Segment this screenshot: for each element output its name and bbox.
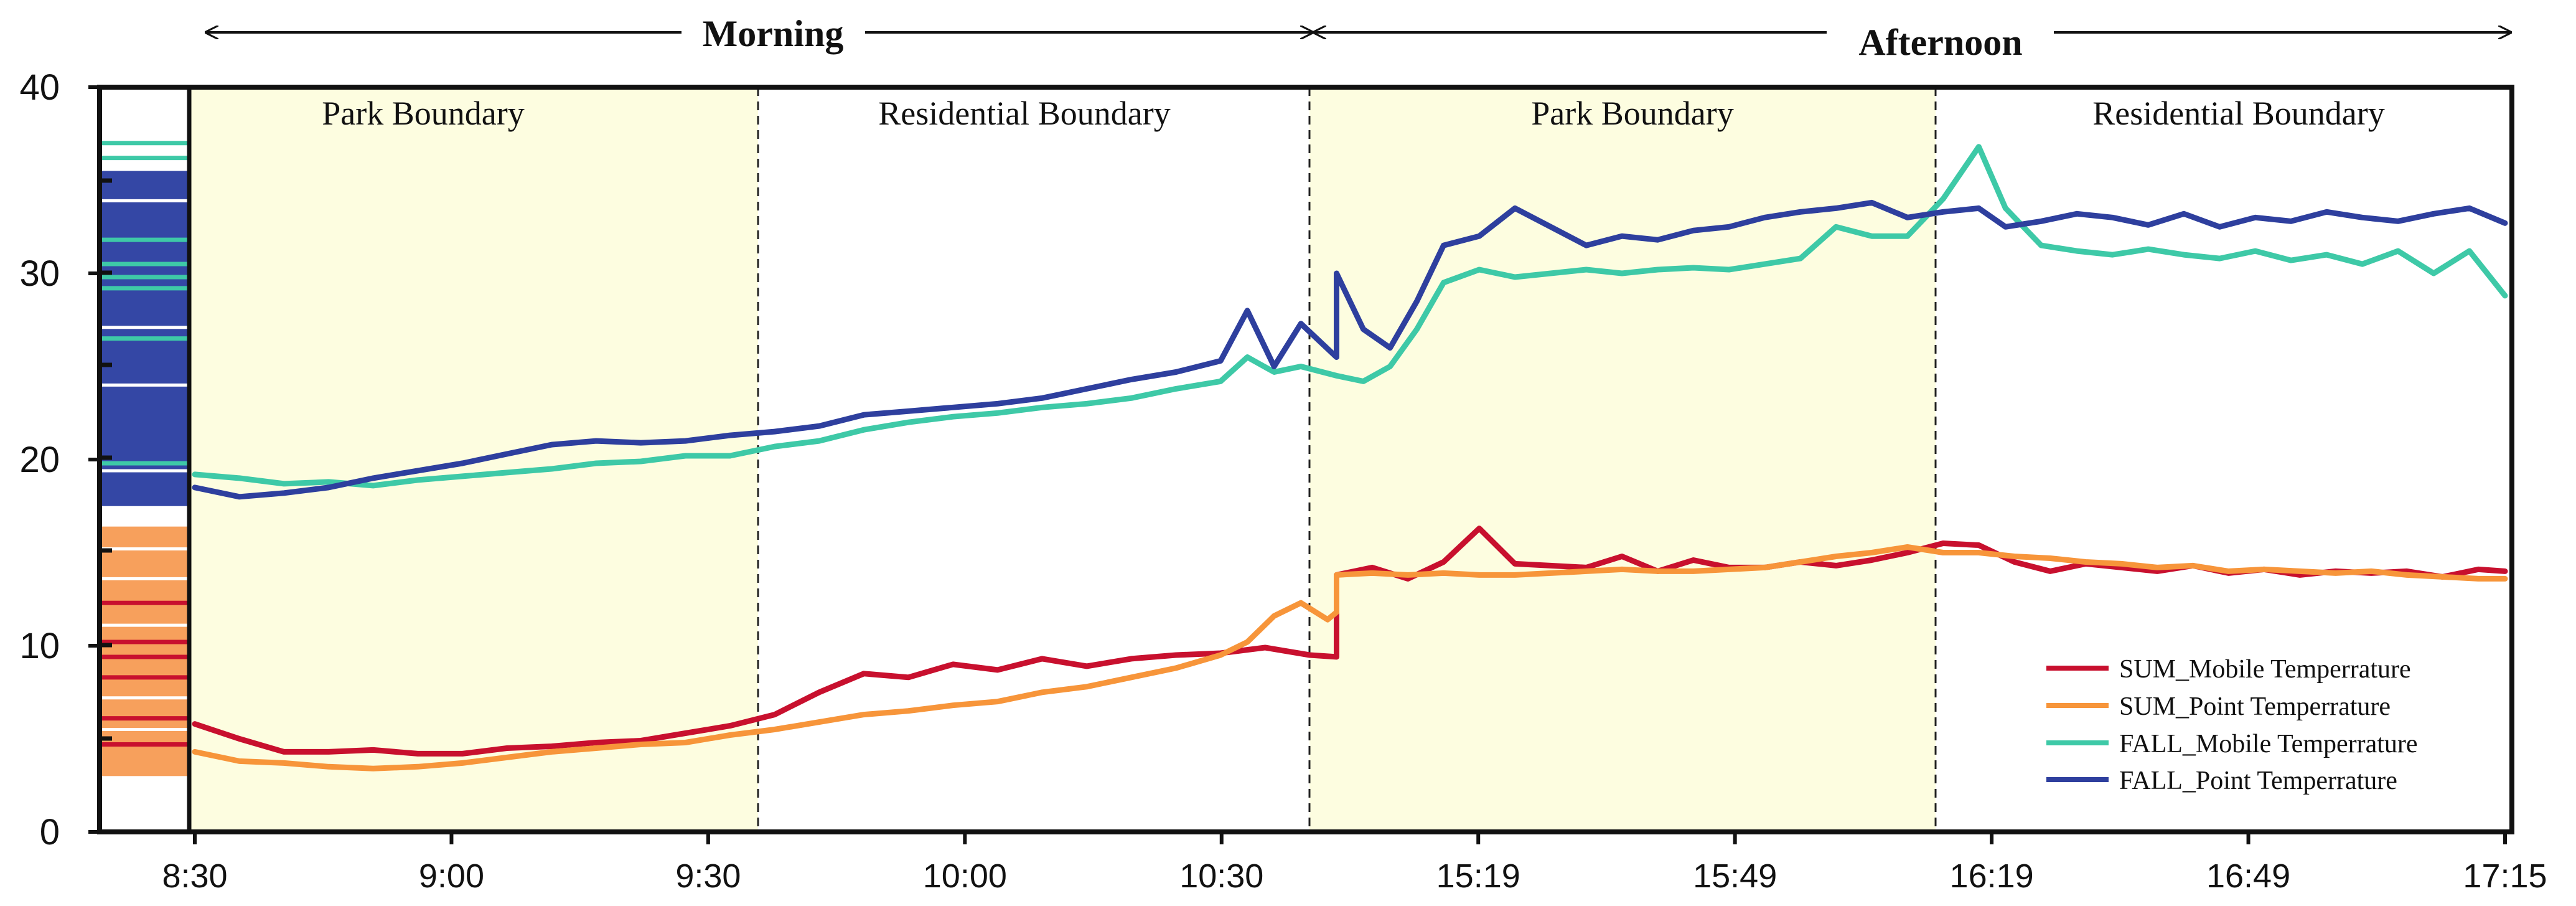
legend-label-fall-mobile: FALL_Mobile Temperrature — [2119, 730, 2418, 758]
series-layer — [192, 144, 2508, 772]
x-tick-label: 17:15 — [2463, 857, 2547, 895]
legend-entry-fall-point: FALL_Point Temperrature — [2046, 767, 2397, 795]
x-tick-label: 16:49 — [2206, 857, 2290, 895]
x-tick-label: 10:00 — [923, 857, 1007, 895]
series-line-sum-point — [192, 544, 2508, 772]
legend-label-sum-point: SUM_Point Temperrature — [2119, 692, 2391, 721]
y-tick-label: 40 — [19, 67, 60, 108]
morning-label: Morning — [703, 13, 844, 54]
y-axis: 0 10 20 30 40 — [19, 67, 100, 852]
color-strip — [100, 87, 189, 832]
segment-label-4: Residential Boundary — [2092, 95, 2384, 132]
x-tick-label: 8:30 — [162, 857, 227, 895]
afternoon-label: Afternoon — [1858, 22, 2022, 63]
legend-entry-fall-mobile: FALL_Mobile Temperrature — [2046, 730, 2418, 758]
x-tick-label: 15:49 — [1693, 857, 1777, 895]
x-tick-label: 15:19 — [1436, 857, 1520, 895]
park-shade-afternoon — [1309, 87, 1936, 832]
segment-label-1: Park Boundary — [322, 95, 524, 132]
y-tick-label: 0 — [40, 812, 60, 852]
period-morning: Morning — [205, 13, 1313, 54]
y-tick-label: 30 — [19, 253, 60, 294]
series-line-sum-mobile — [192, 526, 2508, 757]
segment-label-3: Park Boundary — [1531, 95, 1733, 132]
x-tick-label: 9:00 — [419, 857, 484, 895]
segment-label-2: Residential Boundary — [878, 95, 1170, 132]
legend-label-fall-point: FALL_Point Temperrature — [2119, 767, 2397, 795]
x-tick-label: 10:30 — [1179, 857, 1263, 895]
series-line-fall-point — [192, 199, 2508, 500]
segment-separators — [757, 87, 1937, 832]
legend: SUM_Mobile Temperrature SUM_Point Temper… — [2046, 655, 2418, 795]
x-axis: 8:30 9:00 9:30 10:00 10:30 15:19 15:49 16:19 16:… — [162, 832, 2547, 895]
x-tick-label: 9:30 — [675, 857, 741, 895]
y-tick-label: 10 — [19, 626, 60, 666]
period-afternoon: Afternoon — [1313, 22, 2511, 63]
legend-label-sum-mobile: SUM_Mobile Temperrature — [2119, 655, 2411, 684]
x-tick-label: 16:19 — [1950, 857, 2034, 895]
legend-entry-sum-mobile: SUM_Mobile Temperrature — [2046, 655, 2411, 684]
y-tick-label: 20 — [19, 440, 60, 480]
strip-band-2 — [100, 526, 189, 776]
legend-entry-sum-point: SUM_Point Temperrature — [2046, 692, 2391, 721]
series-line-fall-mobile — [192, 144, 2508, 489]
